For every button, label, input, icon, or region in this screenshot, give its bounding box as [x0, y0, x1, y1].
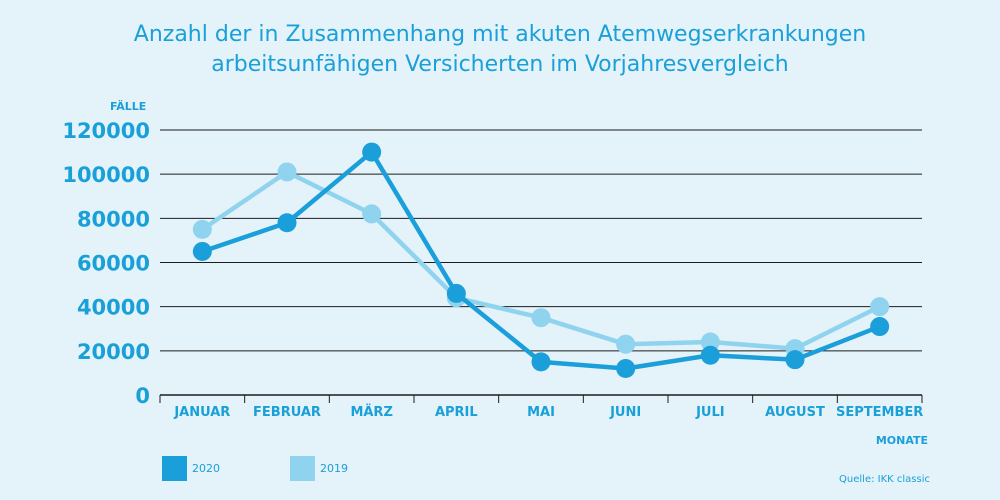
data-point-2020	[277, 213, 297, 233]
x-axis: JANUAR FEBRUAR MÄRZ APRIL MAI JUNI JULI AUGUST S…	[159, 394, 923, 420]
x-tick-label: APRIL	[435, 405, 478, 420]
series-lines	[192, 142, 890, 378]
data-point-2019	[531, 308, 551, 328]
data-point-2019	[870, 297, 890, 317]
series-2019	[192, 162, 890, 359]
legend: 2020 2019	[162, 456, 348, 481]
x-tick-label: FEBRUAR	[253, 405, 321, 420]
x-tick-label: SEPTEMBER	[836, 405, 923, 420]
source-note: Quelle: IKK classic	[839, 474, 930, 485]
series-2020	[192, 142, 890, 378]
y-axis-label: FÄLLE	[110, 99, 146, 113]
data-point-2020	[785, 350, 805, 370]
data-point-2020	[531, 352, 551, 372]
y-tick-label: 80000	[77, 207, 150, 231]
x-axis-label: MONATE	[876, 434, 928, 447]
data-point-2019	[192, 219, 212, 239]
data-point-2020	[700, 345, 720, 365]
y-tick-label: 20000	[77, 340, 150, 364]
data-point-2020	[192, 241, 212, 261]
data-point-2019	[362, 204, 382, 224]
legend-label-2019: 2019	[320, 462, 348, 475]
legend-swatch-2020	[162, 456, 187, 481]
chart-title-line-1: Anzahl der in Zusammenhang mit akuten At…	[134, 22, 866, 47]
data-point-2019	[700, 332, 720, 352]
data-point-2020	[362, 142, 382, 162]
x-tick-label: JULI	[695, 405, 725, 420]
legend-label-2020: 2020	[192, 462, 220, 475]
y-tick-label: 40000	[77, 296, 150, 320]
y-tick-label: 100000	[62, 163, 150, 187]
data-point-2020	[870, 317, 890, 337]
chart-title-line-2: arbeitsunfähigen Versicherten im Vorjahr…	[211, 52, 789, 77]
data-point-2019	[277, 162, 297, 182]
y-axis-ticks: 0 20000 40000 60000 80000 100000 120000	[62, 119, 150, 408]
data-point-2020	[446, 283, 466, 303]
y-tick-label: 0	[135, 384, 150, 408]
data-point-2019	[616, 334, 636, 354]
legend-swatch-2019	[290, 456, 315, 481]
x-tick-label: MÄRZ	[350, 404, 392, 420]
x-tick-label: AUGUST	[765, 405, 825, 420]
series-line-2020	[201, 149, 881, 371]
data-point-2020	[616, 359, 636, 378]
x-tick-label: JANUAR	[173, 405, 230, 420]
x-tick-label: MAI	[527, 405, 555, 420]
x-tick-label: JUNI	[609, 405, 641, 420]
y-tick-label: 120000	[62, 119, 150, 143]
y-tick-label: 60000	[77, 252, 150, 276]
